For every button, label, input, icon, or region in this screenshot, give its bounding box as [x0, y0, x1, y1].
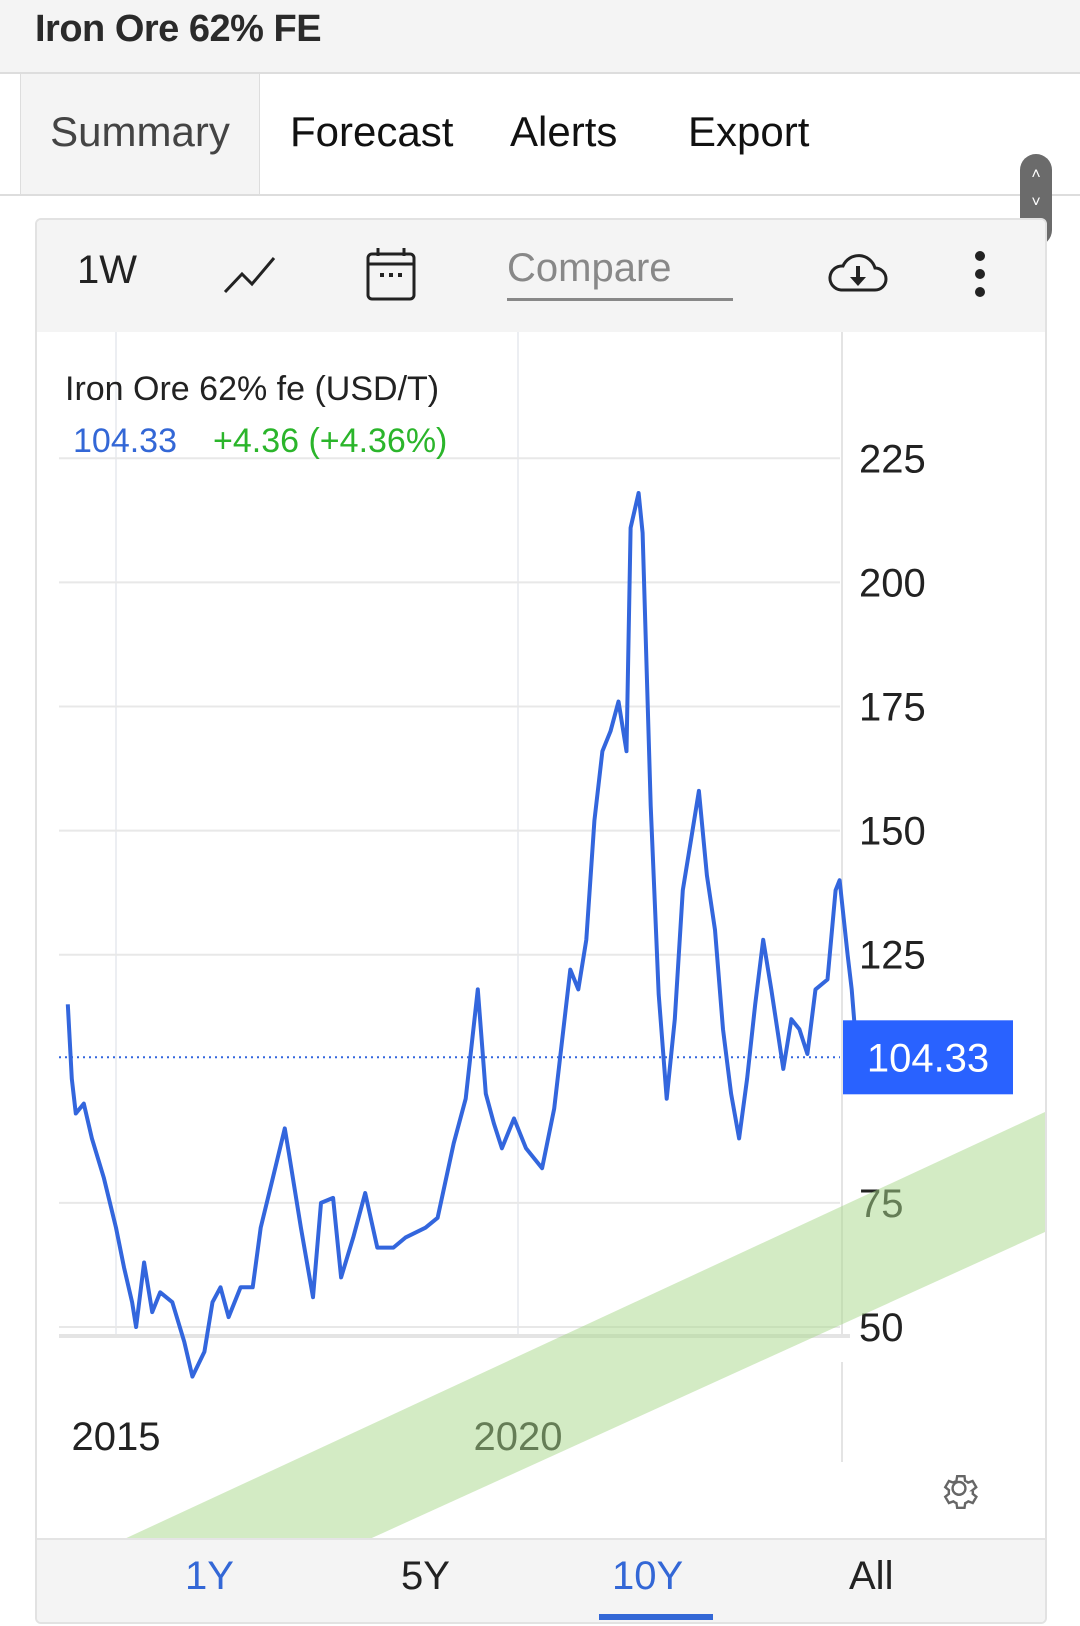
chevron-down-icon: ˅ — [1031, 194, 1041, 211]
y-tick-label: 50 — [859, 1306, 904, 1350]
tab-bar: Summary Forecast Alerts Export ˄ ˅ — [0, 74, 1080, 246]
legend-last-value: 104.33 — [73, 422, 177, 460]
range-1y[interactable]: 1Y — [185, 1554, 234, 1598]
more-vertical-icon[interactable] — [972, 250, 988, 300]
price-label: 104.33 — [867, 1036, 989, 1080]
range-active-indicator — [599, 1614, 713, 1620]
range-10y[interactable]: 10Y — [612, 1554, 684, 1598]
interval-button[interactable]: 1W — [77, 248, 137, 292]
price-line — [65, 491, 866, 1379]
chart-toolbar: 1W Compare — [37, 220, 1045, 332]
gear-icon[interactable] — [937, 1470, 981, 1514]
y-tick-label: 125 — [859, 934, 926, 978]
range-all[interactable]: All — [849, 1554, 894, 1598]
tab-export[interactable]: Export — [688, 108, 810, 155]
header: Iron Ore 62% FE — [0, 0, 1080, 74]
y-tick-label: 175 — [859, 686, 926, 730]
chevron-up-icon: ˄ — [1031, 166, 1041, 183]
line-chart-icon[interactable] — [222, 250, 278, 300]
y-tick-label: 150 — [859, 810, 926, 854]
y-tick-label: 225 — [859, 437, 926, 481]
tab-forecast[interactable]: Forecast — [290, 108, 454, 155]
x-tick-label: 2015 — [72, 1415, 161, 1459]
trend-channel — [126, 1112, 1045, 1538]
price-label-box — [843, 1020, 1013, 1095]
legend-change: +4.36 (+4.36%) — [213, 422, 448, 460]
y-tick-label: 200 — [859, 561, 926, 605]
range-selector: 1Y 5Y 10Y All — [37, 1538, 1045, 1622]
cloud-download-icon[interactable] — [825, 250, 889, 296]
chart-card: 1W Compare 20152020507512515017520022510… — [35, 218, 1047, 1624]
range-5y[interactable]: 5Y — [401, 1554, 450, 1598]
price-chart[interactable]: 201520205075125150175200225104.33 — [37, 332, 1045, 1538]
legend-title: Iron Ore 62% fe (USD/T) — [65, 370, 440, 408]
tab-alerts[interactable]: Alerts — [510, 108, 618, 155]
compare-input[interactable]: Compare — [507, 246, 733, 301]
page-title: Iron Ore 62% FE — [35, 8, 322, 50]
calendar-icon[interactable] — [365, 246, 417, 302]
tab-summary[interactable]: Summary — [20, 74, 260, 194]
